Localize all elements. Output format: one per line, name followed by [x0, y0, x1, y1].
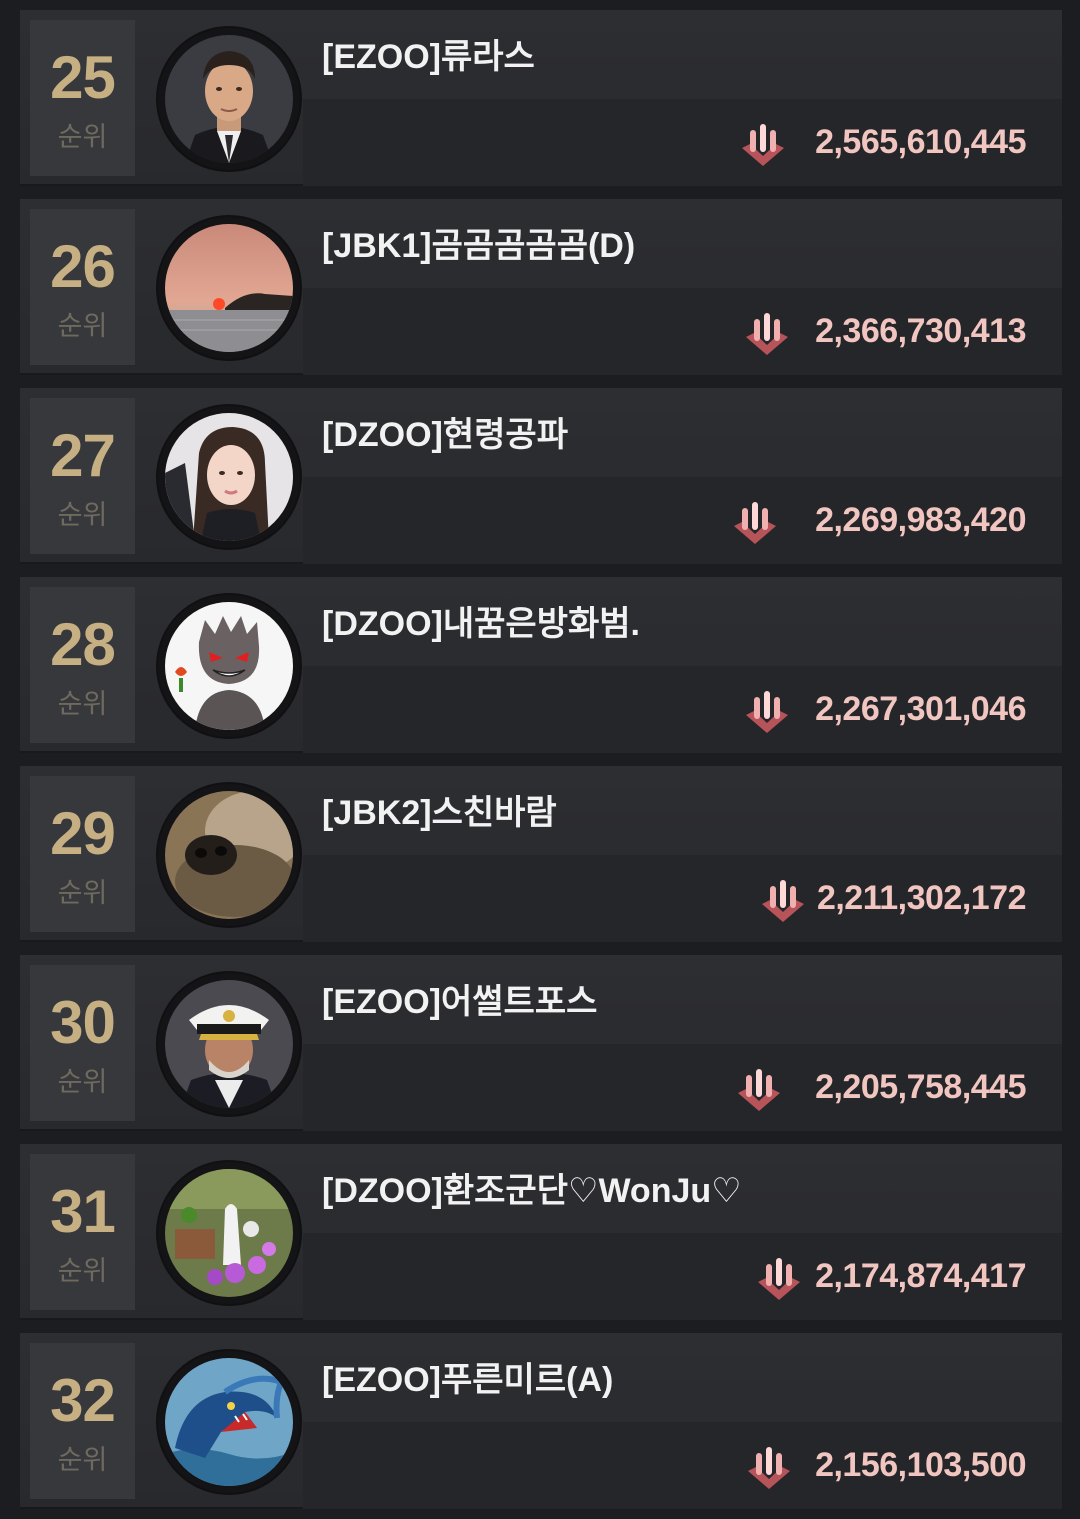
- ranking-row[interactable]: 28 순위 [DZOO]내꿈은방화범.: [20, 577, 1062, 753]
- ranking-row[interactable]: 32 순위 [EZOO]푸른미르(A) 2,15: [20, 1333, 1062, 1509]
- ammo-icon: [746, 313, 788, 355]
- rank-number: 29: [50, 800, 116, 867]
- score-value: 2,174,874,417: [815, 1257, 1026, 1295]
- garden-flowers-avatar[interactable]: [158, 1162, 300, 1304]
- score-value: 2,565,610,445: [815, 123, 1026, 161]
- rank-label: 순위: [57, 689, 108, 719]
- rank-badge: 29 순위: [30, 776, 135, 932]
- row-lower-band: [303, 666, 1062, 753]
- cartoon-creature-avatar[interactable]: [158, 595, 300, 737]
- ammo-icon: [758, 1258, 800, 1300]
- row-lower-band: [303, 1044, 1062, 1131]
- rank-number: 26: [50, 233, 116, 300]
- score-value: 2,267,301,046: [815, 690, 1026, 728]
- ammo-icon: [742, 124, 784, 166]
- rank-label: 순위: [57, 311, 108, 341]
- ammo-icon: [738, 1069, 780, 1111]
- ranking-row[interactable]: 26 순위: [20, 199, 1062, 375]
- rank-label: 순위: [57, 1256, 108, 1286]
- man-portrait-avatar[interactable]: [158, 28, 300, 170]
- row-lower-band: [303, 1233, 1062, 1320]
- rank-number: 32: [50, 1367, 116, 1434]
- player-name: [DZOO]환조군단♡WonJu♡: [322, 1172, 742, 1210]
- dog-nose-avatar[interactable]: [158, 784, 300, 926]
- rank-number: 30: [50, 989, 116, 1056]
- score-value: 2,211,302,172: [816, 879, 1027, 917]
- row-lower-band: [303, 99, 1062, 186]
- rank-number: 28: [50, 611, 116, 678]
- rank-badge: 25 순위: [30, 20, 135, 176]
- rank-label: 순위: [57, 122, 108, 152]
- ranking-row[interactable]: 27 순위 [DZOO]현령공파: [20, 388, 1062, 564]
- ammo-icon: [746, 691, 788, 733]
- ammo-icon: [748, 1447, 790, 1489]
- player-name: [JBK2]스친바람: [322, 794, 557, 832]
- player-name: [DZOO]현령공파: [322, 416, 568, 454]
- rank-badge: 27 순위: [30, 398, 135, 554]
- blue-dragon-avatar[interactable]: [158, 1351, 300, 1493]
- ammo-icon: [762, 880, 804, 922]
- player-name: [EZOO]류라스: [322, 38, 535, 76]
- rank-label: 순위: [57, 1445, 108, 1475]
- rank-label: 순위: [57, 1067, 108, 1097]
- rank-number: 25: [50, 44, 116, 111]
- rank-label: 순위: [57, 878, 108, 908]
- row-lower-band: [303, 855, 1062, 942]
- ranking-row[interactable]: 31 순위 [DZOO]환조군단♡WonJu♡: [20, 1144, 1062, 1320]
- rank-badge: 26 순위: [30, 209, 135, 365]
- score-value: 2,366,730,413: [815, 312, 1026, 350]
- score-value: 2,156,103,500: [815, 1446, 1026, 1484]
- rank-badge: 31 순위: [30, 1154, 135, 1310]
- rank-badge: 32 순위: [30, 1343, 135, 1499]
- player-name: [EZOO]어썰트포스: [322, 983, 598, 1021]
- ranking-row[interactable]: 25 순위 [EZOO]류라스: [20, 10, 1062, 186]
- ammo-icon: [734, 502, 776, 544]
- rank-badge: 28 순위: [30, 587, 135, 743]
- score-value: 2,269,983,420: [815, 501, 1026, 539]
- sunset-avatar[interactable]: [158, 217, 300, 359]
- player-name: [EZOO]푸른미르(A): [322, 1361, 614, 1399]
- row-lower-band: [303, 288, 1062, 375]
- rank-number: 27: [50, 422, 116, 489]
- rank-label: 순위: [57, 500, 108, 530]
- score-value: 2,205,758,445: [815, 1068, 1026, 1106]
- rank-number: 31: [50, 1178, 116, 1245]
- ranking-row[interactable]: 30 순위 [EZOO]어썰트포스: [20, 955, 1062, 1131]
- player-name: [JBK1]곰곰곰곰곰(D): [322, 227, 636, 265]
- row-lower-band: [303, 477, 1062, 564]
- rank-badge: 30 순위: [30, 965, 135, 1121]
- woman-portrait-avatar[interactable]: [158, 406, 300, 548]
- captain-portrait-avatar[interactable]: [158, 973, 300, 1115]
- player-name: [DZOO]내꿈은방화범.: [322, 605, 640, 643]
- row-lower-band: [303, 1422, 1062, 1509]
- ranking-row[interactable]: 29 순위 [JBK2]스친바람 2,211,302,172: [20, 766, 1062, 942]
